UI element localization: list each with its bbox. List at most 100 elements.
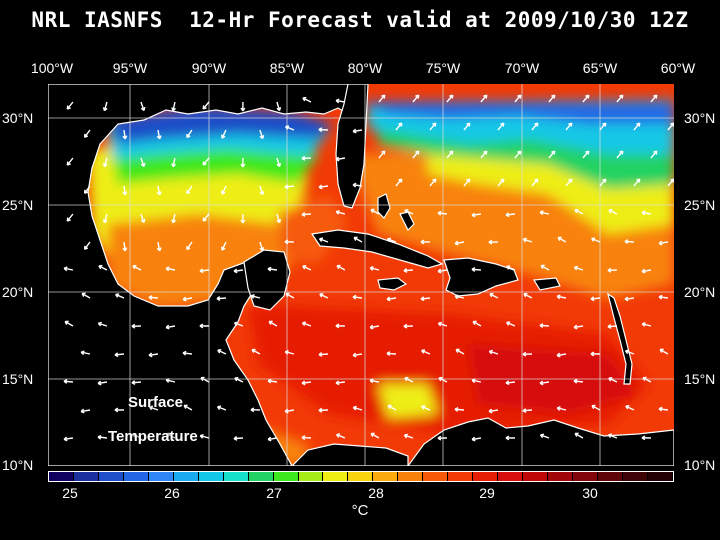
wind-arrow xyxy=(489,293,499,299)
lat-label-15n: 15°N xyxy=(2,371,34,387)
wind-arrow xyxy=(123,129,126,140)
wind-arrow xyxy=(625,405,635,411)
wind-arrow-head xyxy=(186,191,191,195)
wind-arrow-head xyxy=(387,405,391,409)
wind-arrow xyxy=(199,269,210,272)
wind-arrow xyxy=(369,379,380,383)
panama-land xyxy=(291,443,409,466)
wind-arrow-head xyxy=(437,322,442,327)
wind-arrow-head xyxy=(403,325,408,329)
colorbar-cell xyxy=(573,472,598,481)
wind-arrow-head xyxy=(421,405,425,410)
lat-label-30n-right: 30°N xyxy=(684,110,716,126)
wind-arrow xyxy=(641,211,652,215)
wind-arrow-head xyxy=(398,178,402,181)
wind-arrow-head xyxy=(284,186,289,190)
colorbar-cell xyxy=(448,472,474,481)
wind-arrow xyxy=(319,293,329,299)
puerto-rico-land xyxy=(532,277,561,291)
wind-arrow xyxy=(259,241,264,251)
colorbar-cell xyxy=(647,472,673,481)
wind-arrow-head xyxy=(143,106,146,111)
wind-arrow-head xyxy=(607,326,612,329)
wind-arrow-head xyxy=(556,354,561,358)
wind-arrow-head xyxy=(318,128,323,133)
wind-arrow xyxy=(658,408,669,411)
wind-arrow-head xyxy=(488,241,493,245)
wind-arrow-head xyxy=(488,410,493,414)
wind-arrow-head xyxy=(641,437,646,441)
wind-arrow xyxy=(404,209,414,215)
wind-arrow-head xyxy=(505,382,510,386)
yucatan-land xyxy=(243,249,291,311)
wind-arrow xyxy=(421,405,431,411)
wind-arrow xyxy=(276,101,281,111)
wind-arrow xyxy=(667,122,674,131)
wind-arrow xyxy=(642,377,652,383)
wind-arrow-head xyxy=(517,150,521,153)
wind-arrow-head xyxy=(318,354,323,357)
colorbar xyxy=(48,471,674,482)
wind-arrow-head xyxy=(670,178,674,181)
wind-arrow xyxy=(233,437,243,440)
wind-arrow xyxy=(387,238,397,243)
florida-land xyxy=(335,84,369,209)
wind-arrow-head xyxy=(80,351,85,356)
wind-arrow xyxy=(200,434,210,439)
wind-arrow xyxy=(437,269,448,273)
wind-arrow-head xyxy=(500,122,504,125)
wind-arrow xyxy=(599,122,607,131)
wind-arrow xyxy=(285,293,295,299)
colorbar-cell xyxy=(273,472,299,481)
wind-arrow-head xyxy=(182,298,187,302)
wind-arrow-head xyxy=(403,270,408,273)
wind-arrow xyxy=(658,296,669,299)
lon-label-85w: 85°W xyxy=(269,60,305,76)
wind-arrow-head xyxy=(278,219,282,223)
wind-arrow xyxy=(80,409,91,413)
wind-arrow xyxy=(302,97,312,103)
wind-arrow-head xyxy=(483,150,487,153)
wind-arrow xyxy=(97,381,108,385)
wind-arrow-head xyxy=(619,94,623,97)
gulf-blue-coast xyxy=(108,106,333,144)
colorbar-cell xyxy=(473,472,499,481)
wind-arrow xyxy=(370,432,380,439)
colorbar-cell xyxy=(597,472,623,481)
wind-arrow xyxy=(318,353,328,356)
wind-arrow xyxy=(336,433,346,439)
wind-arrow xyxy=(607,325,617,328)
wind-arrow-head xyxy=(216,298,221,301)
wind-arrow-head xyxy=(551,94,555,97)
wind-arrow xyxy=(172,213,176,223)
wind-arrow xyxy=(471,268,481,271)
wind-arrow xyxy=(268,320,278,327)
colorbar-tick-30: 30 xyxy=(582,485,598,501)
wind-arrow xyxy=(186,185,193,194)
map-label-surface: Surface xyxy=(128,394,184,411)
wind-arrow-head xyxy=(591,238,595,242)
wind-arrow xyxy=(454,408,464,411)
wind-arrow-head xyxy=(658,242,663,246)
wind-arrow-head xyxy=(539,324,544,328)
wind-arrow-head xyxy=(63,380,68,384)
wind-arrow-head xyxy=(242,107,246,112)
wind-arrow xyxy=(395,178,403,187)
wind-arrow-head xyxy=(466,178,470,181)
wind-arrow xyxy=(539,324,549,327)
wind-arrow xyxy=(641,269,652,273)
colorbar-cell xyxy=(523,472,549,481)
lon-label-80w: 80°W xyxy=(347,60,383,76)
wind-arrow xyxy=(157,241,161,251)
wind-arrow xyxy=(471,379,482,383)
wind-arrow xyxy=(480,94,488,103)
wind-arrow xyxy=(463,178,471,187)
wind-arrow xyxy=(446,94,454,103)
wind-arrow xyxy=(64,320,74,327)
wind-arrow-head xyxy=(624,350,629,355)
wind-arrow xyxy=(454,295,465,299)
wind-arrow xyxy=(285,125,295,131)
wind-arrow-head xyxy=(415,150,419,153)
lat-label-25n-right: 25°N xyxy=(684,197,716,213)
wind-arrow-head xyxy=(63,438,68,442)
